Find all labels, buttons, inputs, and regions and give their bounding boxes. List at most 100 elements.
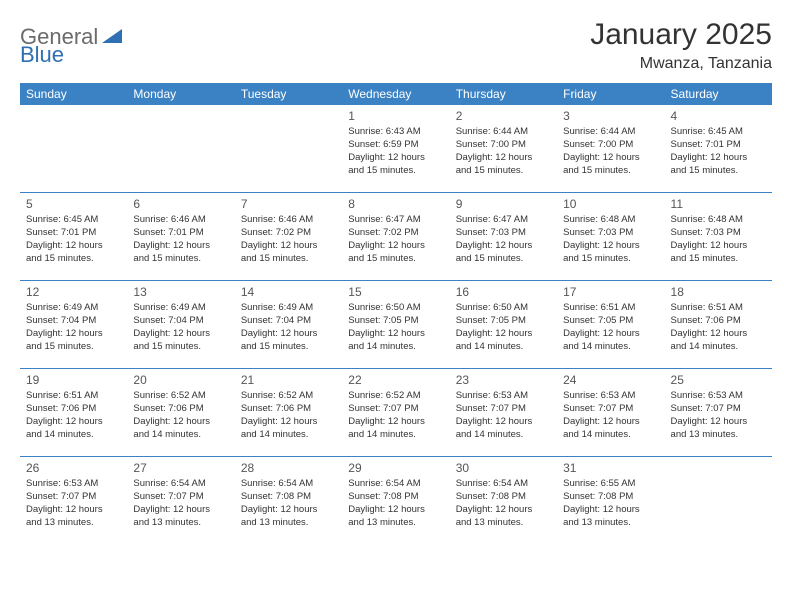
- day2-text: and 14 minutes.: [563, 429, 658, 442]
- day2-text: and 14 minutes.: [133, 429, 228, 442]
- day1-text: Daylight: 12 hours: [348, 240, 443, 253]
- day-number: 17: [563, 284, 658, 300]
- day-number: 25: [671, 372, 766, 388]
- calendar-day-cell: 1Sunrise: 6:43 AMSunset: 6:59 PMDaylight…: [342, 105, 449, 193]
- calendar-day-cell: 4Sunrise: 6:45 AMSunset: 7:01 PMDaylight…: [665, 105, 772, 193]
- day1-text: Daylight: 12 hours: [348, 504, 443, 517]
- day1-text: Daylight: 12 hours: [456, 328, 551, 341]
- sunrise-text: Sunrise: 6:55 AM: [563, 478, 658, 491]
- sunset-text: Sunset: 7:00 PM: [456, 139, 551, 152]
- day-number: 3: [563, 108, 658, 124]
- calendar-page: General January 2025 Mwanza, Tanzania Bl…: [0, 0, 792, 612]
- day-number: 7: [241, 196, 336, 212]
- day2-text: and 15 minutes.: [241, 253, 336, 266]
- day-number: 4: [671, 108, 766, 124]
- calendar-day-cell: 10Sunrise: 6:48 AMSunset: 7:03 PMDayligh…: [557, 193, 664, 281]
- day1-text: Daylight: 12 hours: [241, 328, 336, 341]
- calendar-week-row: 5Sunrise: 6:45 AMSunset: 7:01 PMDaylight…: [20, 193, 772, 281]
- sunrise-text: Sunrise: 6:46 AM: [133, 214, 228, 227]
- sunset-text: Sunset: 7:07 PM: [348, 403, 443, 416]
- day-number: 16: [456, 284, 551, 300]
- day-number: 9: [456, 196, 551, 212]
- weekday-header: Sunday: [20, 83, 127, 105]
- day-number: 14: [241, 284, 336, 300]
- day-number: 22: [348, 372, 443, 388]
- sunrise-text: Sunrise: 6:54 AM: [133, 478, 228, 491]
- sunset-text: Sunset: 7:03 PM: [563, 227, 658, 240]
- sunrise-text: Sunrise: 6:51 AM: [26, 390, 121, 403]
- day2-text: and 15 minutes.: [671, 253, 766, 266]
- day2-text: and 15 minutes.: [348, 165, 443, 178]
- sunset-text: Sunset: 7:08 PM: [563, 491, 658, 504]
- day1-text: Daylight: 12 hours: [133, 504, 228, 517]
- sunset-text: Sunset: 7:04 PM: [241, 315, 336, 328]
- sunrise-text: Sunrise: 6:51 AM: [563, 302, 658, 315]
- day-number: 5: [26, 196, 121, 212]
- day2-text: and 14 minutes.: [563, 341, 658, 354]
- page-header: General January 2025 Mwanza, Tanzania: [20, 18, 772, 73]
- calendar-day-cell: 15Sunrise: 6:50 AMSunset: 7:05 PMDayligh…: [342, 281, 449, 369]
- calendar-day-cell: 18Sunrise: 6:51 AMSunset: 7:06 PMDayligh…: [665, 281, 772, 369]
- sunrise-text: Sunrise: 6:53 AM: [26, 478, 121, 491]
- sunrise-text: Sunrise: 6:49 AM: [26, 302, 121, 315]
- day1-text: Daylight: 12 hours: [133, 416, 228, 429]
- weekday-header: Saturday: [665, 83, 772, 105]
- weekday-header: Monday: [127, 83, 234, 105]
- day1-text: Daylight: 12 hours: [348, 416, 443, 429]
- sunset-text: Sunset: 7:05 PM: [348, 315, 443, 328]
- day2-text: and 15 minutes.: [26, 341, 121, 354]
- sunrise-text: Sunrise: 6:54 AM: [241, 478, 336, 491]
- day2-text: and 13 minutes.: [241, 517, 336, 530]
- calendar-day-cell: 27Sunrise: 6:54 AMSunset: 7:07 PMDayligh…: [127, 457, 234, 545]
- day1-text: Daylight: 12 hours: [563, 152, 658, 165]
- sunset-text: Sunset: 6:59 PM: [348, 139, 443, 152]
- calendar-body: 1 Sunrise: 6:43 AMSunset: 6:59 PM Daylight…: [20, 105, 772, 544]
- sunrise-text: Sunrise: 6:48 AM: [671, 214, 766, 227]
- sunrise-text: Sunrise: 6:54 AM: [348, 478, 443, 491]
- sunset-text: Sunset: 7:07 PM: [26, 491, 121, 504]
- sunset-text: Sunset: 7:04 PM: [133, 315, 228, 328]
- day2-text: and 13 minutes.: [348, 517, 443, 530]
- day1-text: Daylight: 12 hours: [456, 504, 551, 517]
- day1-text: Daylight: 12 hours: [671, 416, 766, 429]
- calendar-day-cell: 14Sunrise: 6:49 AMSunset: 7:04 PMDayligh…: [235, 281, 342, 369]
- calendar-day-cell: 8Sunrise: 6:47 AMSunset: 7:02 PMDaylight…: [342, 193, 449, 281]
- calendar-day-cell: 6Sunrise: 6:46 AMSunset: 7:01 PMDaylight…: [127, 193, 234, 281]
- day-number: 1: [348, 108, 443, 124]
- day1-text: Daylight: 12 hours: [26, 416, 121, 429]
- sunset-text: Sunset: 7:06 PM: [241, 403, 336, 416]
- sunset-text: Sunset: 7:05 PM: [563, 315, 658, 328]
- day-number: 2: [456, 108, 551, 124]
- day-number: 15: [348, 284, 443, 300]
- sunrise-text: Sunrise: 6:53 AM: [456, 390, 551, 403]
- day-number: 29: [348, 460, 443, 476]
- calendar-empty-cell: [20, 105, 127, 193]
- day2-text: and 14 minutes.: [456, 429, 551, 442]
- sunset-text: Sunset: 7:08 PM: [348, 491, 443, 504]
- day2-text: and 13 minutes.: [671, 429, 766, 442]
- sunrise-text: Sunrise: 6:43 AM: [348, 126, 443, 139]
- day-number: 8: [348, 196, 443, 212]
- day2-text: and 15 minutes.: [241, 341, 336, 354]
- calendar-day-cell: 24Sunrise: 6:53 AMSunset: 7:07 PMDayligh…: [557, 369, 664, 457]
- calendar-day-cell: 13Sunrise: 6:49 AMSunset: 7:04 PMDayligh…: [127, 281, 234, 369]
- sunset-text: Sunset: 7:06 PM: [671, 315, 766, 328]
- month-title: January 2025: [590, 18, 772, 51]
- calendar-empty-cell: [235, 105, 342, 193]
- calendar-week-row: 19Sunrise: 6:51 AMSunset: 7:06 PMDayligh…: [20, 369, 772, 457]
- day2-text: and 14 minutes.: [348, 429, 443, 442]
- calendar-day-cell: 2Sunrise: 6:44 AMSunset: 7:00 PMDaylight…: [450, 105, 557, 193]
- day1-text: Daylight: 12 hours: [241, 416, 336, 429]
- sunset-text: Sunset: 7:07 PM: [671, 403, 766, 416]
- day1-text: Daylight: 12 hours: [563, 416, 658, 429]
- day-number: 19: [26, 372, 121, 388]
- sunset-text: Sunset: 7:00 PM: [563, 139, 658, 152]
- day2-text: and 13 minutes.: [133, 517, 228, 530]
- sunrise-text: Sunrise: 6:53 AM: [671, 390, 766, 403]
- sunset-text: Sunset: 7:03 PM: [671, 227, 766, 240]
- weekday-header: Friday: [557, 83, 664, 105]
- calendar-day-cell: 28Sunrise: 6:54 AMSunset: 7:08 PMDayligh…: [235, 457, 342, 545]
- day1-text: Daylight: 12 hours: [671, 152, 766, 165]
- day2-text: and 14 minutes.: [26, 429, 121, 442]
- day1-text: Daylight: 12 hours: [456, 152, 551, 165]
